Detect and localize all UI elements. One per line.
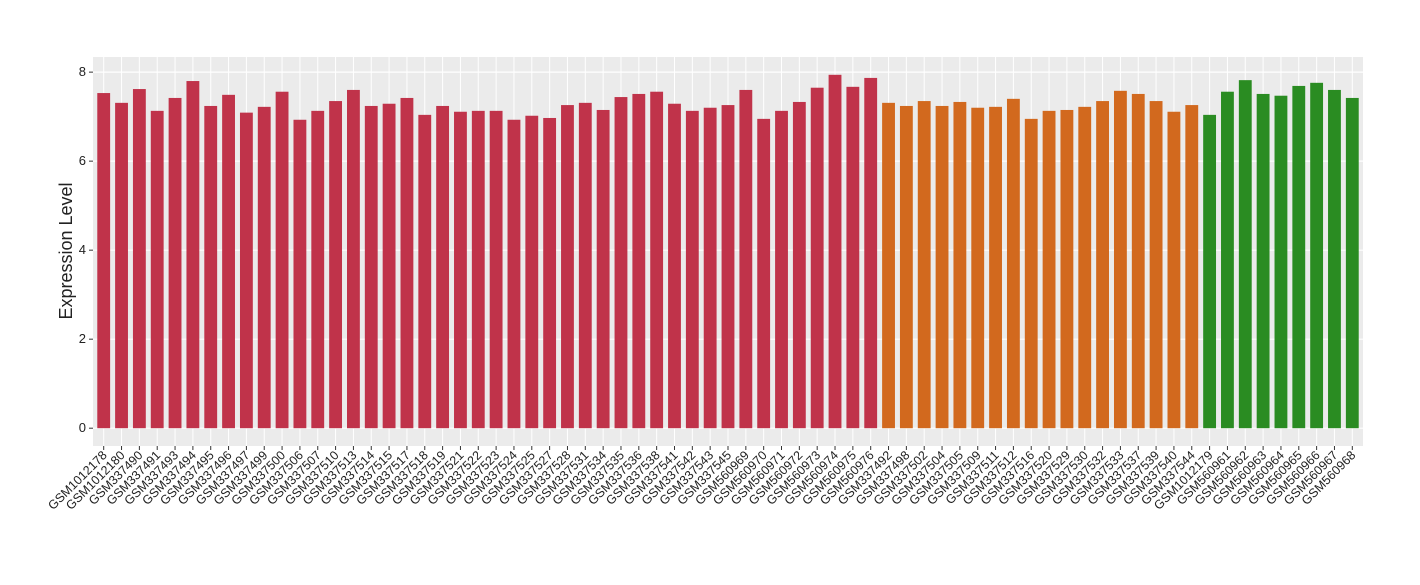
bar <box>454 111 467 429</box>
bar <box>1131 93 1145 429</box>
bar <box>222 94 235 429</box>
bar <box>899 105 913 429</box>
bar <box>1238 80 1252 429</box>
bar <box>1328 89 1341 429</box>
bar <box>400 97 414 429</box>
bar <box>828 74 842 429</box>
bar <box>1221 91 1234 429</box>
bar <box>1113 90 1127 429</box>
bar <box>97 93 111 429</box>
bar <box>1203 114 1217 429</box>
bar <box>418 114 432 429</box>
bar <box>775 110 788 429</box>
bar <box>1167 111 1181 429</box>
y-tick-label: 8 <box>79 64 86 79</box>
bar <box>525 115 539 429</box>
bar <box>436 105 450 429</box>
y-tick-label: 0 <box>79 420 86 435</box>
bar <box>1310 82 1324 429</box>
bar <box>989 106 1002 429</box>
bar <box>132 89 146 429</box>
bar <box>917 101 931 429</box>
bar <box>1060 109 1074 429</box>
bar <box>507 119 521 429</box>
bar <box>329 101 343 429</box>
bar <box>471 110 485 429</box>
bar <box>971 107 985 429</box>
bar <box>543 117 557 429</box>
bar <box>347 89 360 429</box>
y-tick-label: 6 <box>79 153 86 168</box>
bar <box>293 119 307 429</box>
bar <box>115 102 128 429</box>
bar <box>882 102 895 429</box>
bar <box>1042 110 1056 429</box>
bar <box>864 77 878 429</box>
bar <box>1274 95 1288 429</box>
bar <box>846 86 860 429</box>
bar <box>721 105 735 429</box>
bar <box>1078 106 1092 429</box>
y-axis-title: Expression Level <box>56 182 76 319</box>
bar <box>168 97 182 429</box>
bar <box>757 118 771 429</box>
bar <box>596 109 610 429</box>
bar <box>739 89 753 429</box>
y-tick-label: 2 <box>79 331 86 346</box>
bar <box>1185 105 1199 429</box>
bar <box>382 103 396 429</box>
bar <box>1006 98 1020 429</box>
bar <box>364 105 378 429</box>
bar <box>1292 85 1306 429</box>
bar <box>257 106 271 429</box>
bar <box>685 110 699 429</box>
bar <box>150 110 164 429</box>
bar <box>703 107 717 429</box>
bar <box>275 91 289 429</box>
bar <box>1345 97 1359 429</box>
bar <box>239 112 253 429</box>
bar <box>578 102 592 429</box>
bar <box>204 105 218 429</box>
bar <box>489 110 503 429</box>
bar <box>953 101 967 429</box>
bar <box>1256 93 1270 429</box>
bar <box>186 81 200 429</box>
bar <box>935 105 949 429</box>
bar <box>632 93 646 429</box>
bar <box>1024 118 1038 429</box>
bar <box>792 101 806 429</box>
y-tick-label: 4 <box>79 242 86 257</box>
bar <box>561 105 574 429</box>
bar <box>614 97 628 429</box>
bar <box>668 103 681 429</box>
bar <box>1096 101 1109 429</box>
bar <box>1149 101 1163 429</box>
bar <box>650 91 664 429</box>
bar <box>311 110 325 429</box>
bar <box>810 87 824 429</box>
